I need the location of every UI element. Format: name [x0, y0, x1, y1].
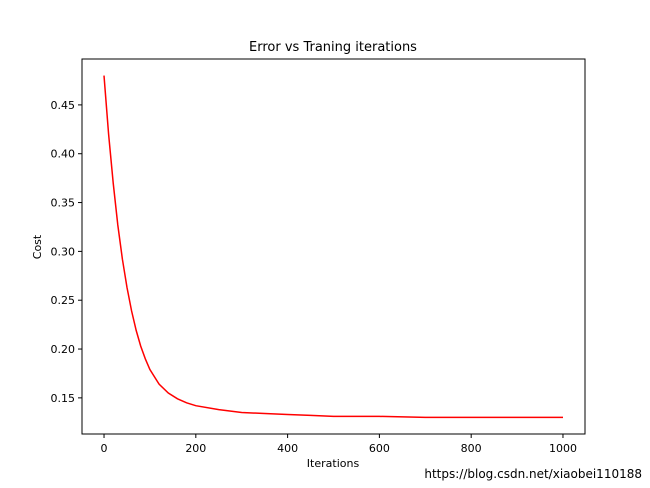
y-tick-label: 0.45: [51, 99, 76, 112]
chart-title: Error vs Traning iterations: [249, 40, 417, 55]
x-axis-label: Iterations: [307, 457, 360, 470]
x-axis: 0 200 400 600 800 1000: [101, 434, 577, 455]
x-tick-label: 200: [185, 442, 206, 455]
x-tick-label: 400: [277, 442, 298, 455]
y-tick-label: 0.40: [51, 148, 76, 161]
y-tick-label: 0.30: [51, 245, 76, 258]
x-tick-label: 600: [369, 442, 390, 455]
y-tick-label: 0.35: [51, 197, 76, 210]
y-axis-label: Cost: [31, 234, 44, 259]
y-tick-label: 0.15: [51, 392, 76, 405]
x-tick-label: 800: [461, 442, 482, 455]
y-axis: 0.15 0.20 0.25 0.30 0.35 0.40 0.45: [51, 99, 82, 405]
y-tick-label: 0.25: [51, 294, 76, 307]
y-tick-label: 0.20: [51, 343, 76, 356]
cost-series-line: [103, 75, 563, 419]
plot-area: [81, 58, 586, 435]
watermark-text: https://blog.csdn.net/xiaobei110188: [424, 467, 642, 481]
x-tick-label: 1000: [549, 442, 577, 455]
x-tick-label: 0: [101, 442, 108, 455]
